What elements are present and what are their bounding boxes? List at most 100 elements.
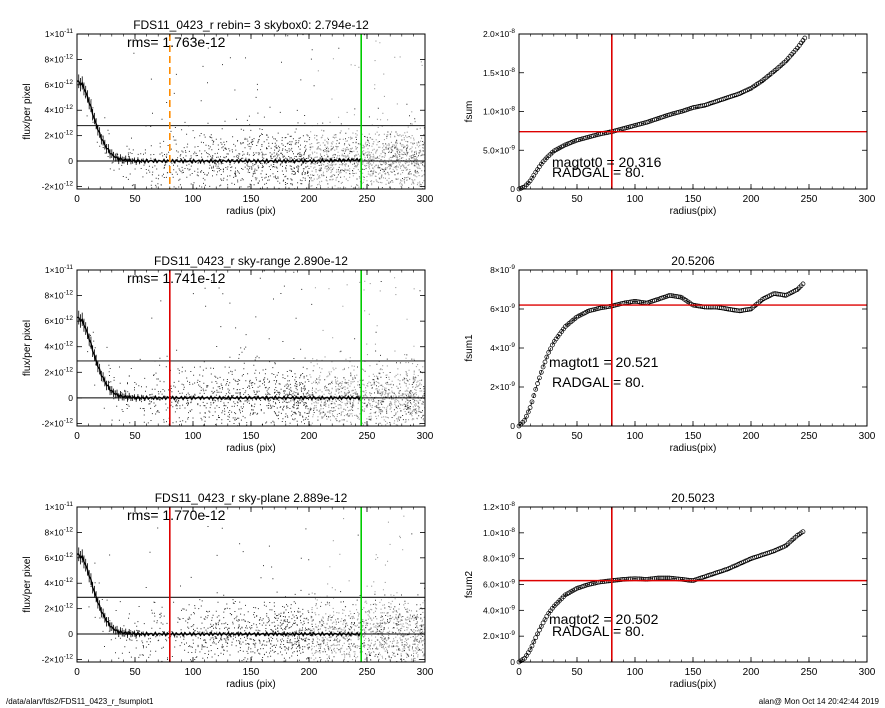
p3-plot-area: [77, 270, 425, 426]
p4-title: 20.5206: [671, 254, 715, 268]
p2-radgal-label: RADGAL = 80.: [552, 164, 644, 180]
p1-rms-label: rms= 1.763e-12: [127, 34, 226, 50]
p4-xtick-label: 250: [801, 431, 818, 442]
p2-ytick-label: 1.5×10-8: [483, 67, 515, 78]
p1-xtick-label: 150: [243, 194, 260, 205]
p6-radgal-label: RADGAL = 80.: [552, 623, 644, 639]
p1-ytick-label: 8×10-12: [44, 53, 73, 64]
footer-path: /data/alan/fds2/FDS11_0423_r_fsumplot1: [6, 697, 154, 706]
p4-frame: [518, 269, 868, 427]
p5-xtick-label: 250: [359, 667, 376, 678]
p6-xtick-label: 250: [801, 667, 818, 678]
p3-xtick-label: 50: [129, 431, 141, 442]
p1-xtick-label: 0: [74, 194, 80, 205]
p5-ytick-label: 4×10-12: [44, 577, 73, 588]
p1-xtick-label: 50: [129, 194, 141, 205]
p5-xlabel: radius (pix): [226, 679, 275, 690]
p3-ytick-label: 1×10-11: [45, 264, 73, 275]
p1-ytick-label: 4×10-12: [44, 104, 73, 115]
p3-rms-label: rms= 1.741e-12: [127, 270, 226, 286]
p6-ytick-label: 6.0×10-9: [483, 579, 515, 590]
p3-ylabel: flux/per pixel: [22, 320, 33, 376]
p6-title: 20.5023: [671, 491, 715, 505]
p3-xtick-label: 200: [301, 431, 318, 442]
p2-xtick-label: 100: [627, 194, 644, 205]
p5-ytick-label: 8×10-12: [44, 526, 73, 537]
p4-ytick-label: 2×10-9: [490, 381, 515, 392]
p5-title: FDS11_0423_r sky-plane 2.889e-12: [155, 491, 348, 505]
p1-ylabel: flux/per pixel: [22, 83, 33, 139]
p5-xtick-label: 100: [185, 667, 202, 678]
p2-ylabel: fsum: [464, 101, 475, 123]
p4-ytick-label: 8×10-9: [490, 264, 515, 275]
p3-xlabel: radius (pix): [226, 443, 275, 454]
p4-ytick-label: 0: [510, 421, 515, 431]
p3-xtick-label: 250: [359, 431, 376, 442]
p1-xtick-label: 200: [301, 194, 318, 205]
p2-xtick-label: 200: [743, 194, 760, 205]
p3-xtick-label: 100: [185, 431, 202, 442]
p5-profile-line: [77, 553, 362, 637]
p6-xtick-label: 0: [516, 667, 522, 678]
p6-ytick-label: 2.0×10-9: [483, 630, 515, 641]
p3-xtick-label: 300: [417, 431, 434, 442]
p5-xtick-label: 0: [74, 667, 80, 678]
footer-timestamp: alan@ Mon Oct 14 20:42:44 2019: [758, 697, 879, 706]
p2-panel: 0 50 100 150 200 250 300 0 5.0×10-9 1.0×10-8 1.5×1…: [464, 28, 876, 217]
p6-xtick-label: 200: [743, 667, 760, 678]
p2-ytick-label: 1.0×10-8: [483, 106, 515, 117]
p6-xtick-label: 150: [685, 667, 702, 678]
p6-panel: 0 50 100 150 200 250 300 0 2.0×10-9 4.0×10-9 6.0×1…: [464, 491, 876, 690]
p1-profile-line: [77, 80, 362, 164]
p6-xtick-label: 50: [571, 667, 583, 678]
p2-ytick-label: 0: [510, 184, 515, 194]
p3-ytick-label: 2×10-12: [44, 366, 73, 377]
p6-xtick-label: 300: [859, 667, 876, 678]
p1-ytick-label: 2×10-12: [44, 130, 73, 141]
p4-xtick-label: 300: [859, 431, 876, 442]
p2-xtick-label: 300: [859, 194, 876, 205]
p2-xtick-label: 0: [516, 194, 522, 205]
p1-xtick-label: 250: [359, 194, 376, 205]
p6-ytick-label: 0: [510, 657, 515, 667]
p4-xtick-label: 0: [516, 431, 522, 442]
p2-ytick-label: 2.0×10-8: [483, 28, 515, 39]
p4-magtot-label: magtot1 = 20.521: [549, 354, 659, 370]
p1-panel: 0 50 100 150 200 250 300-2×10-1202×10-124×10-1…: [22, 18, 434, 217]
p4-ytick-label: 6×10-9: [490, 303, 515, 314]
p1-pixel-cloud-grey: [309, 40, 425, 189]
p6-xtick-label: 100: [627, 667, 644, 678]
p3-ytick-label: 8×10-12: [44, 290, 73, 301]
p3-ytick-label: -2×10-12: [42, 417, 74, 428]
p5-panel: 0 50 100 150 200 250 300-2×10-1202×10-124×10-1…: [22, 491, 434, 690]
p6-magtot-label: magtot2 = 20.502: [549, 611, 659, 627]
p3-profile-line: [77, 316, 362, 401]
p5-ylabel: flux/per pixel: [22, 556, 33, 612]
p1-xtick-label: 300: [417, 194, 434, 205]
p1-ytick-label: 0: [68, 156, 73, 166]
p4-xlabel: radius(pix): [670, 443, 717, 454]
p5-xtick-label: 50: [129, 667, 141, 678]
p1-xlabel: radius (pix): [226, 206, 275, 217]
p4-ytick-label: 4×10-9: [490, 342, 515, 353]
p3-frame: [76, 269, 426, 427]
p3-pixel-cloud-grey: [309, 277, 425, 426]
p4-xtick-label: 100: [627, 431, 644, 442]
p5-pixel-cloud-grey: [309, 507, 425, 662]
p1-xtick-label: 100: [185, 194, 202, 205]
p5-rms-label: rms= 1.770e-12: [127, 507, 226, 523]
p6-ytick-label: 1.2×10-8: [483, 501, 515, 512]
p2-magtot-label: magtot0 = 20.316: [552, 154, 662, 170]
p3-panel: 0 50 100 150 200 250 300-2×10-1202×10-124×10-1…: [22, 254, 434, 454]
p5-ytick-label: 6×10-12: [44, 552, 73, 563]
p1-frame: [76, 33, 426, 190]
p2-xlabel: radius(pix): [670, 206, 717, 217]
p4-panel: 0 50 100 150 200 250 300 0 2×10-9 4×10-9 6×10-9 8×1…: [464, 254, 876, 454]
p6-ytick-label: 1.0×10-8: [483, 527, 515, 538]
p1-title: FDS11_0423_r rebin= 3 skybox0: 2.794e-12: [133, 18, 369, 32]
p2-xtick-label: 250: [801, 194, 818, 205]
p5-xtick-label: 200: [301, 667, 318, 678]
p5-plot-area: [77, 507, 425, 662]
p4-radgal-label: RADGAL = 80.: [552, 374, 644, 390]
